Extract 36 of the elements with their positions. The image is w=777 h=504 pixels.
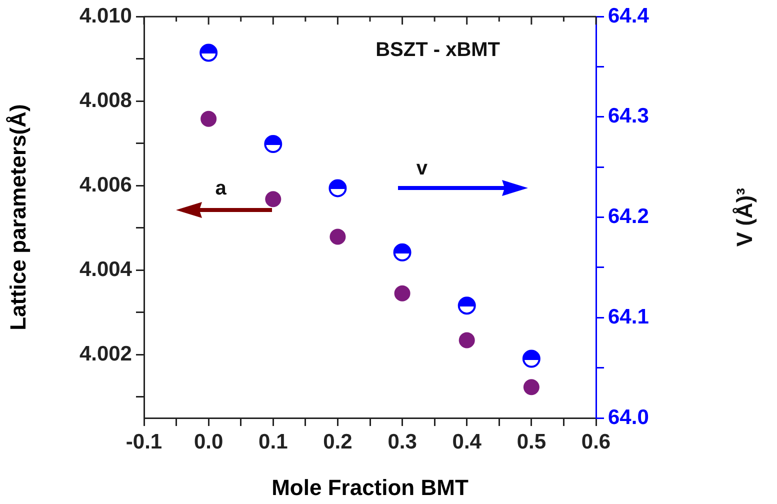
point [394,285,410,302]
point [200,110,217,127]
annotation: a [215,178,228,200]
point [393,243,412,262]
y-tick-label: 4.002 [79,342,132,366]
x-tick-label: 0.1 [258,430,288,454]
x-tick-label: 0.4 [452,430,482,454]
y-tick-label: 4.006 [79,173,132,196]
y2-tick-label: 64.4 [608,4,650,28]
x-tick-label: 0.6 [581,430,611,454]
y-tick-label: 4.010 [79,4,132,28]
x-tick-label: 0.2 [323,430,352,454]
x-tick-label: -0.1 [126,430,162,454]
y2-tick-label: 64.3 [608,104,649,128]
x-tick-label: 0.5 [516,430,546,454]
point [330,228,346,245]
point [264,135,282,154]
text: BSZT - xBMT [376,39,500,62]
x-tick-label: 0.0 [194,430,224,454]
point [265,191,282,208]
x-tick-label: 0.3 [388,430,417,454]
y2-tick-label: 64.2 [608,205,649,228]
y2-tick-label: 64.0 [608,406,649,429]
point [458,332,475,348]
y2-tick-label: 64.1 [608,305,650,328]
y2-axis-title: V (Å)³ [732,188,758,247]
x-axis-title: Mole Fraction BMT [272,474,469,500]
point [458,296,476,315]
point [523,379,540,396]
point [200,44,218,62]
y-tick-label: 4.008 [79,88,132,112]
point [522,350,540,368]
point [328,179,347,198]
y-tick-label: 4.004 [79,258,132,281]
annotation: v [416,158,428,180]
y-axis-title: Lattice parameters(Å) [5,104,30,330]
